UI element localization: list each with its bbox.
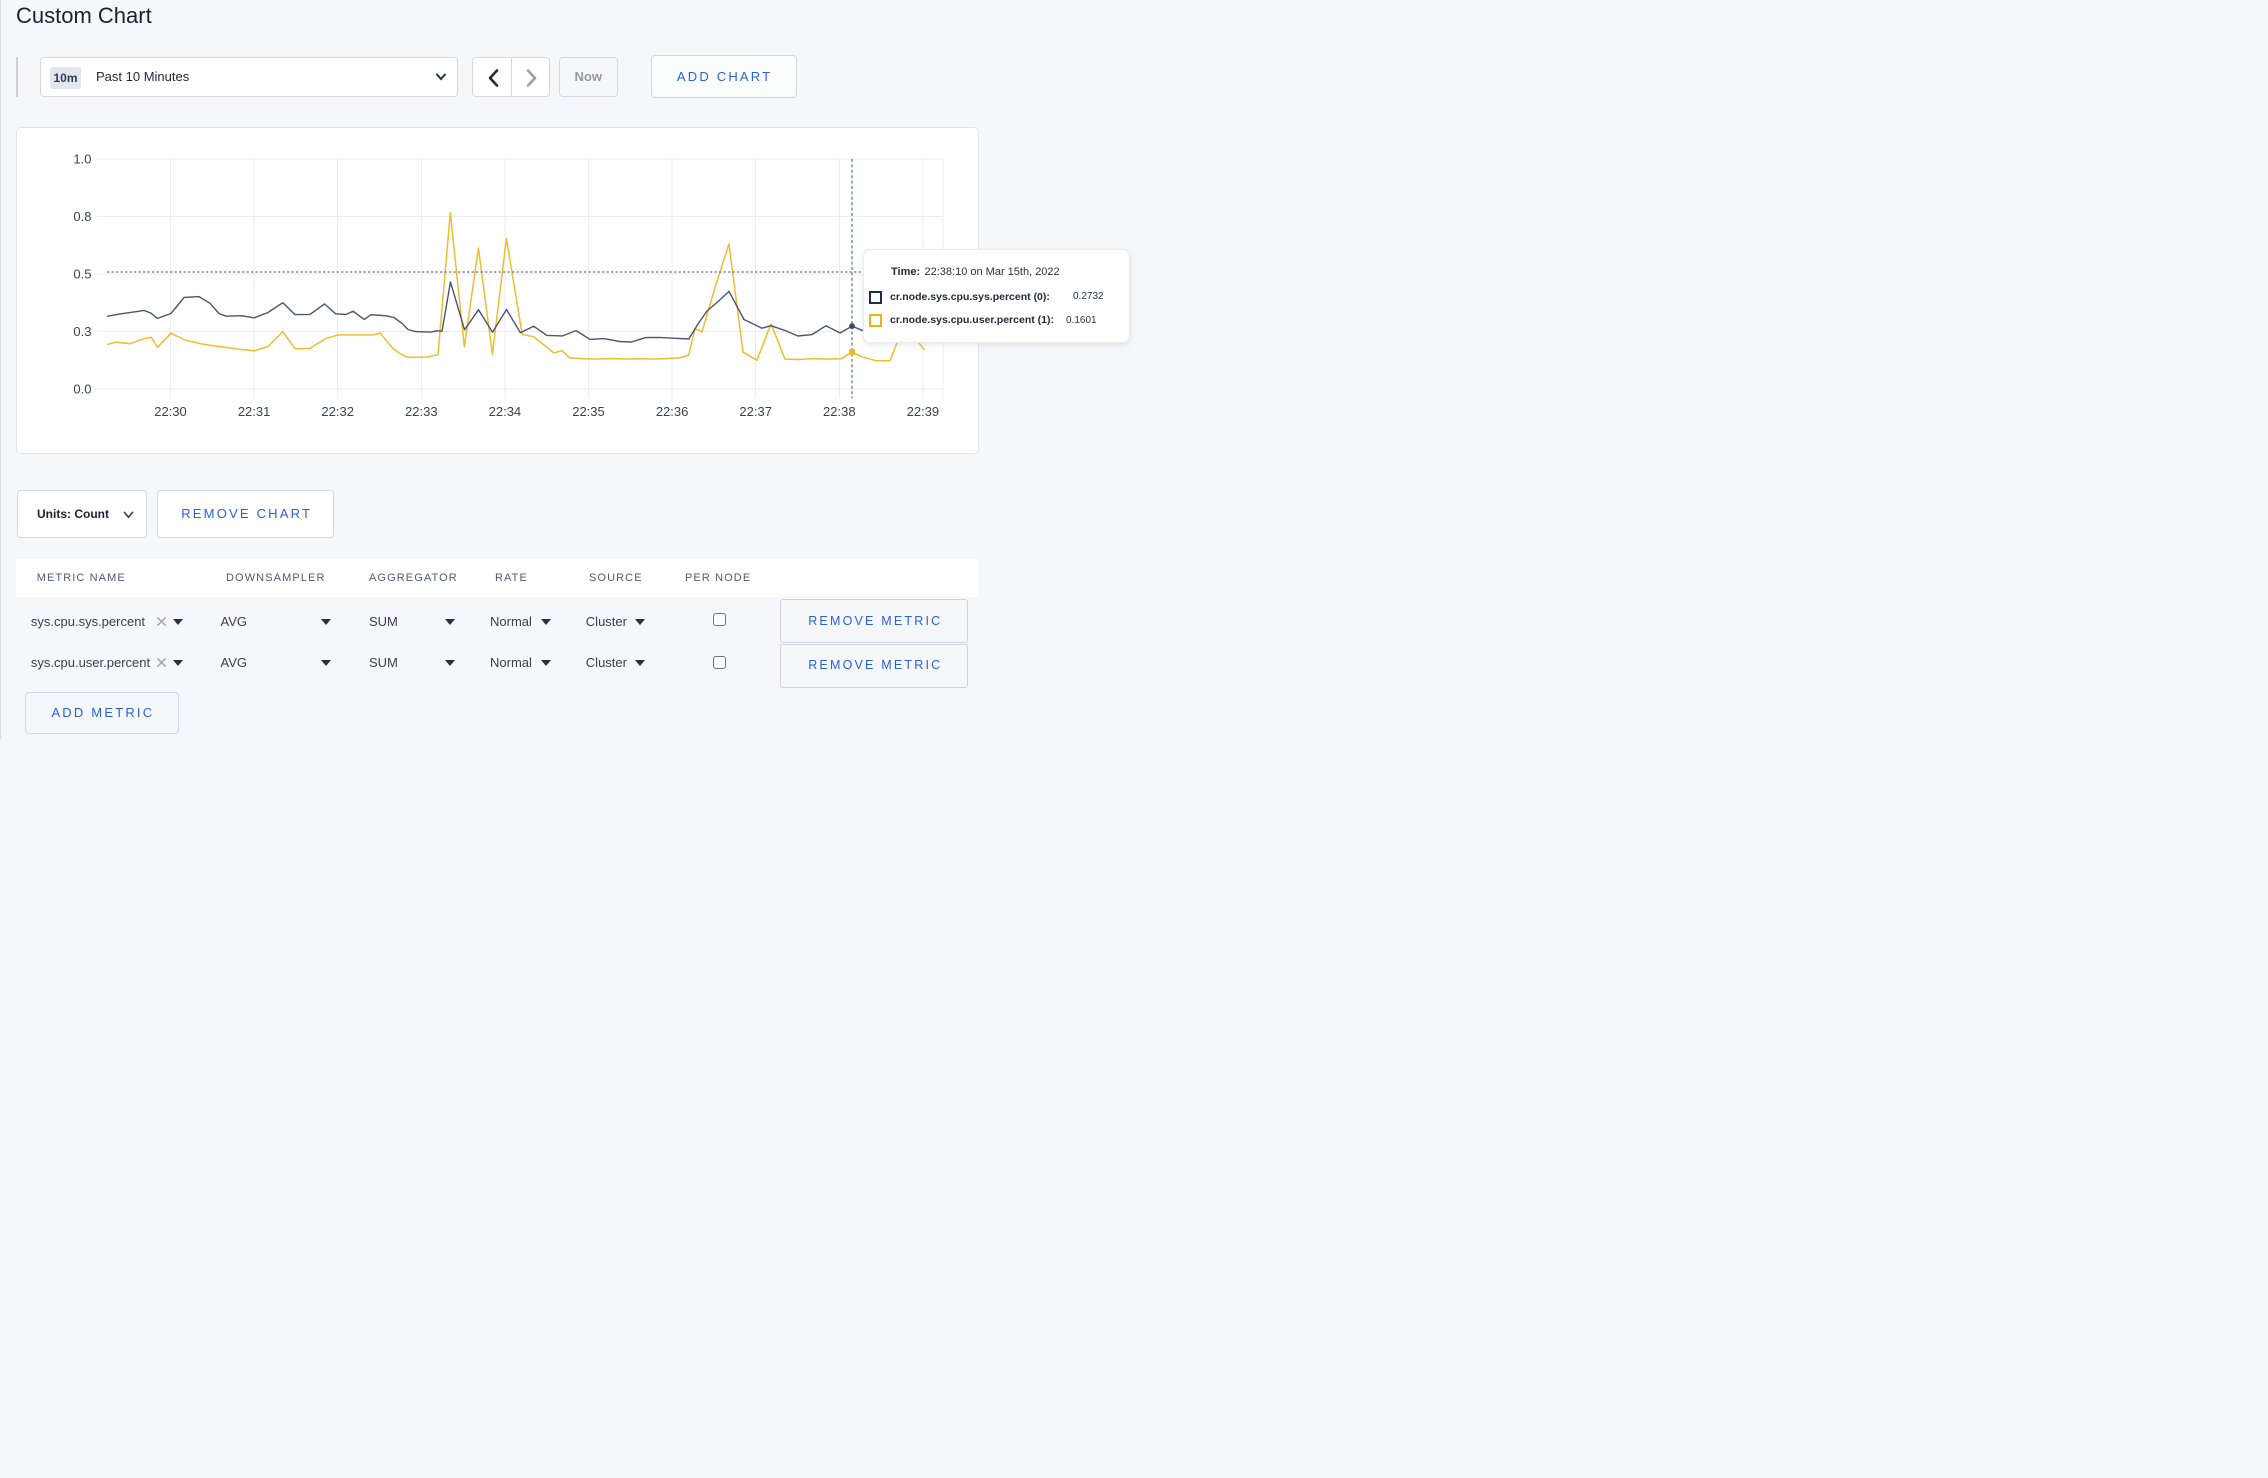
svg-text:22:34: 22:34 xyxy=(489,404,522,419)
svg-text:22:39: 22:39 xyxy=(907,404,940,419)
svg-text:0.5: 0.5 xyxy=(73,267,91,282)
svg-text:0.3: 0.3 xyxy=(73,324,91,339)
svg-text:0.8: 0.8 xyxy=(73,209,91,224)
svg-text:22:36: 22:36 xyxy=(656,404,689,419)
svg-text:0.0: 0.0 xyxy=(73,382,91,397)
svg-text:22:35: 22:35 xyxy=(572,404,605,419)
svg-text:22:32: 22:32 xyxy=(321,404,354,419)
svg-text:22:37: 22:37 xyxy=(739,404,772,419)
svg-text:22:30: 22:30 xyxy=(154,404,187,419)
svg-text:22:31: 22:31 xyxy=(238,404,271,419)
svg-text:22:33: 22:33 xyxy=(405,404,438,419)
svg-text:1.0: 1.0 xyxy=(73,152,91,167)
svg-text:22:38: 22:38 xyxy=(823,404,856,419)
